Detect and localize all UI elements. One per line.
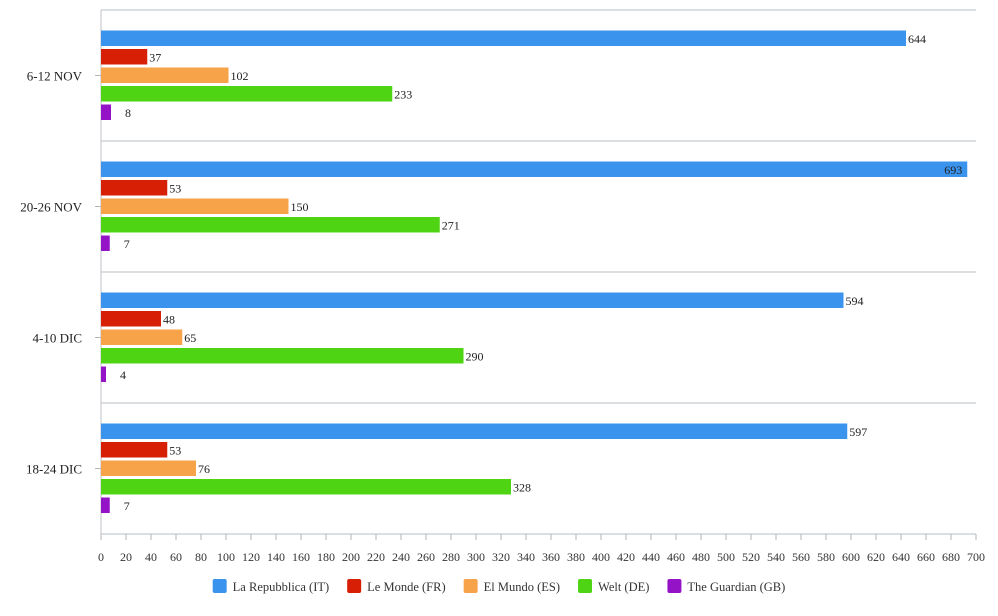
x-tick-label: 80 xyxy=(195,550,207,564)
bar xyxy=(101,49,148,65)
x-tick-label: 280 xyxy=(442,550,460,564)
data-label: 53 xyxy=(169,182,181,196)
data-label: 271 xyxy=(442,219,460,233)
x-tick-label: 0 xyxy=(98,550,104,564)
x-tick-label: 360 xyxy=(542,550,560,564)
legend-swatch[interactable] xyxy=(667,579,682,593)
data-label: 597 xyxy=(849,425,867,439)
data-label: 594 xyxy=(846,294,864,308)
bar xyxy=(101,329,183,345)
x-tick-label: 260 xyxy=(417,550,435,564)
data-label: 102 xyxy=(231,69,249,83)
x-tick-label: 320 xyxy=(492,550,510,564)
legend-swatch[interactable] xyxy=(578,579,593,593)
bar xyxy=(101,198,289,214)
legend-label[interactable]: The Guardian (GB) xyxy=(687,580,785,594)
data-label: 7 xyxy=(124,237,130,251)
x-tick-label: 40 xyxy=(145,550,157,564)
x-tick-label: 500 xyxy=(717,550,735,564)
data-label: 290 xyxy=(466,350,484,364)
x-tick-label: 420 xyxy=(617,550,635,564)
x-tick-label: 20 xyxy=(120,550,132,564)
data-label: 8 xyxy=(125,106,131,120)
data-label: 76 xyxy=(198,462,210,476)
x-tick-label: 620 xyxy=(867,550,885,564)
data-label: 48 xyxy=(163,313,175,327)
data-label: 150 xyxy=(291,200,309,214)
x-tick-label: 340 xyxy=(517,550,535,564)
bar xyxy=(101,348,464,364)
bar xyxy=(101,217,440,233)
x-tick-label: 200 xyxy=(342,550,360,564)
legend-label[interactable]: El Mundo (ES) xyxy=(484,580,560,594)
bar xyxy=(101,67,229,83)
x-tick-label: 220 xyxy=(367,550,385,564)
x-tick-label: 300 xyxy=(467,550,485,564)
x-tick-label: 140 xyxy=(267,550,285,564)
category-label: 20-26 NOV xyxy=(20,200,82,215)
bar xyxy=(101,292,844,308)
x-tick-label: 560 xyxy=(792,550,810,564)
x-tick-label: 600 xyxy=(842,550,860,564)
bar xyxy=(101,366,106,382)
x-tick-label: 680 xyxy=(942,550,960,564)
x-tick-label: 540 xyxy=(767,550,785,564)
x-tick-label: 240 xyxy=(392,550,410,564)
data-label: 328 xyxy=(513,481,531,495)
data-label: 7 xyxy=(124,499,130,513)
data-label: 693 xyxy=(944,163,962,177)
x-tick-label: 380 xyxy=(567,550,585,564)
data-label: 37 xyxy=(149,51,161,65)
x-tick-label: 60 xyxy=(170,550,182,564)
x-tick-label: 160 xyxy=(292,550,310,564)
bar xyxy=(101,479,511,495)
legend-swatch[interactable] xyxy=(212,579,227,593)
x-tick-label: 640 xyxy=(892,550,910,564)
bar xyxy=(101,104,111,120)
bar xyxy=(101,442,168,458)
x-tick-label: 520 xyxy=(742,550,760,564)
x-tick-label: 400 xyxy=(592,550,610,564)
legend-label[interactable]: Welt (DE) xyxy=(598,580,649,594)
legend-label[interactable]: Le Monde (FR) xyxy=(367,580,445,594)
x-tick-label: 120 xyxy=(242,550,260,564)
x-tick-label: 100 xyxy=(217,550,235,564)
data-label: 53 xyxy=(169,444,181,458)
bar xyxy=(101,235,110,251)
category-label: 6-12 NOV xyxy=(27,69,83,84)
bar xyxy=(101,460,196,476)
x-tick-label: 180 xyxy=(317,550,335,564)
category-label: 18-24 DIC xyxy=(26,462,82,477)
bar xyxy=(101,311,161,327)
x-tick-label: 580 xyxy=(817,550,835,564)
legend-label[interactable]: La Repubblica (IT) xyxy=(233,580,329,594)
x-tick-label: 480 xyxy=(692,550,710,564)
data-label: 233 xyxy=(394,88,412,102)
x-tick-label: 660 xyxy=(917,550,935,564)
bar xyxy=(101,180,168,196)
legend-swatch[interactable] xyxy=(347,579,362,593)
bar xyxy=(101,30,906,46)
data-label: 644 xyxy=(908,32,926,46)
bar xyxy=(101,497,110,513)
legend-swatch[interactable] xyxy=(463,579,478,593)
x-tick-label: 460 xyxy=(667,550,685,564)
bar xyxy=(101,86,393,102)
category-label: 4-10 DIC xyxy=(33,331,82,346)
x-tick-label: 700 xyxy=(967,550,985,564)
x-tick-label: 440 xyxy=(642,550,660,564)
bar xyxy=(101,423,848,439)
data-label: 4 xyxy=(120,368,126,382)
bar xyxy=(101,161,968,177)
data-label: 65 xyxy=(184,331,196,345)
